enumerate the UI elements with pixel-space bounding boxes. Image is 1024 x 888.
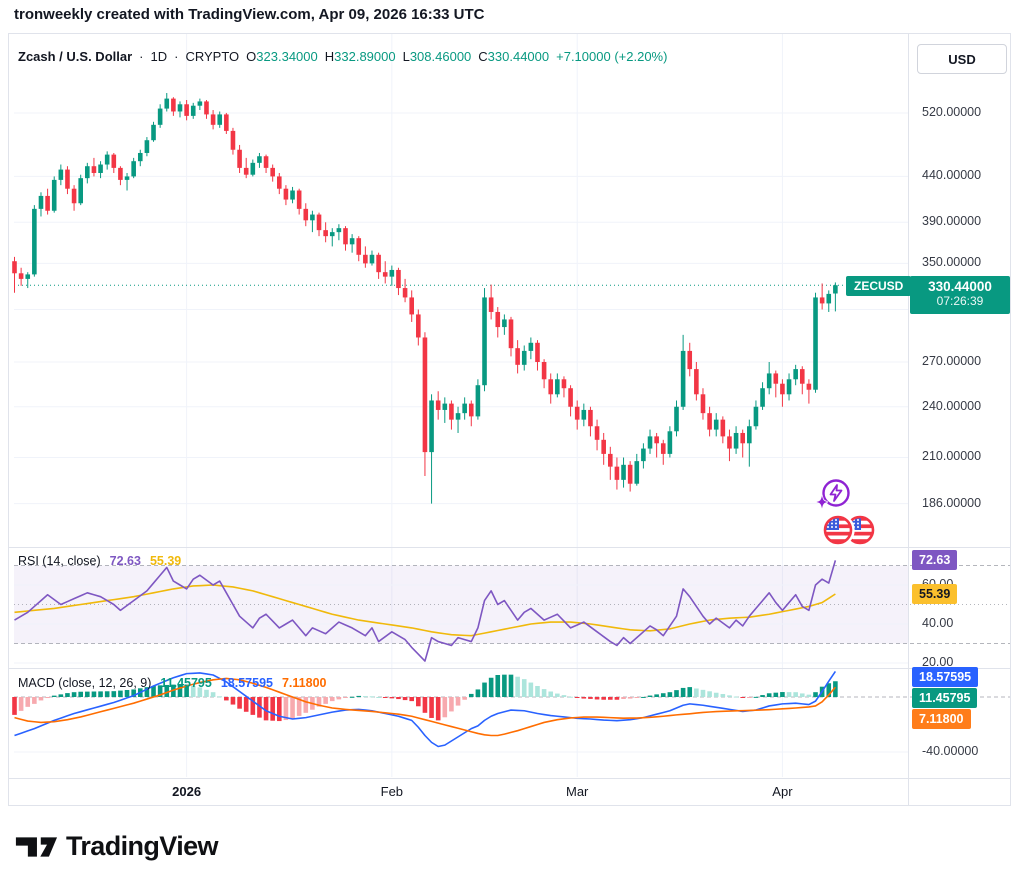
tradingview-logo-text: TradingView [66,831,219,861]
price-line-symbol-label: ZECUSD [846,276,912,296]
rsi-legend[interactable]: RSI (14, close) 72.63 55.39 [18,554,181,568]
rsi-scale-badge: 72.63 [912,550,958,570]
time-axis-label: Feb [380,784,404,799]
price-axis-label: 186.00000 [922,495,982,510]
price-axis-label: 390.00000 [922,214,982,229]
ohlc-open: O323.34000 [246,49,318,64]
price-axis-label: 520.00000 [922,104,982,119]
ohlc-low: L308.46000 [402,49,472,64]
pane-separator-rsi[interactable] [9,547,1010,548]
time-axis-label: Mar [565,784,589,799]
legend-separator: · [139,49,144,64]
time-axis-label: Apr [772,784,793,799]
rsi-title: RSI (14, close) [18,554,101,568]
pane-separator-macd[interactable] [9,668,1010,669]
tradingview-logo-mark [15,836,58,857]
macd-legend[interactable]: MACD (close, 12, 26, 9) 11.45795 18.5759… [18,676,326,690]
price-axis-label: 270.00000 [922,353,982,368]
current-price-badge: 330.44000 07:26:39 [910,276,1010,314]
macd-title: MACD (close, 12, 26, 9) [18,676,152,690]
rsi-value: 72.63 [109,554,141,568]
macd-line-value: 18.57595 [220,676,273,690]
macd-hist-scale-badge: 11.45795 [912,688,978,708]
rsi-ma-scale-badge: 55.39 [912,584,958,604]
rsi-ma-value: 55.39 [149,554,182,568]
macd-axis-label: -40.00000 [922,744,979,758]
us-flag-events-icon[interactable] [814,512,884,553]
change-value: +7.10000 (+2.20%) [556,49,668,64]
currency-toggle-button[interactable]: USD [917,44,1007,74]
chart-widget-border [8,33,1011,806]
rsi-axis-label: 20.00 [922,655,954,669]
legend-separator: · [174,49,179,64]
interval-label: 1D [150,49,168,64]
time-axis-label: 2026 [172,784,202,799]
exchange-label: CRYPTO [185,49,240,64]
price-axis-label: 240.00000 [922,398,982,413]
spark-lightning-icon[interactable] [810,477,854,516]
bar-countdown: 07:26:39 [936,294,984,308]
ohlc-close: C330.44000 [478,49,550,64]
current-price: 330.44000 [928,279,992,294]
macd-line-scale-badge: 18.57595 [912,667,979,687]
price-axis-label: 350.00000 [922,255,982,270]
ohlc-high: H332.89000 [324,49,396,64]
time-axis-border [9,778,1010,779]
tradingview-logo[interactable]: TradingView [14,831,219,862]
price-axis-label: 210.00000 [922,449,982,464]
macd-hist-value: 11.45795 [160,676,212,690]
symbol-legend[interactable]: Zcash / U.S. Dollar · 1D · CRYPTO O323.3… [18,49,667,64]
price-axis-label: 440.00000 [922,168,982,183]
macd-signal-value: 7.11800 [281,676,327,690]
header-credit: tronweekly created with TradingView.com,… [14,6,485,23]
rsi-axis-label: 40.00 [922,616,954,630]
macd-signal-scale-badge: 7.11800 [912,709,971,729]
symbol-title: Zcash / U.S. Dollar [18,49,133,64]
price-axis-border [908,33,909,806]
